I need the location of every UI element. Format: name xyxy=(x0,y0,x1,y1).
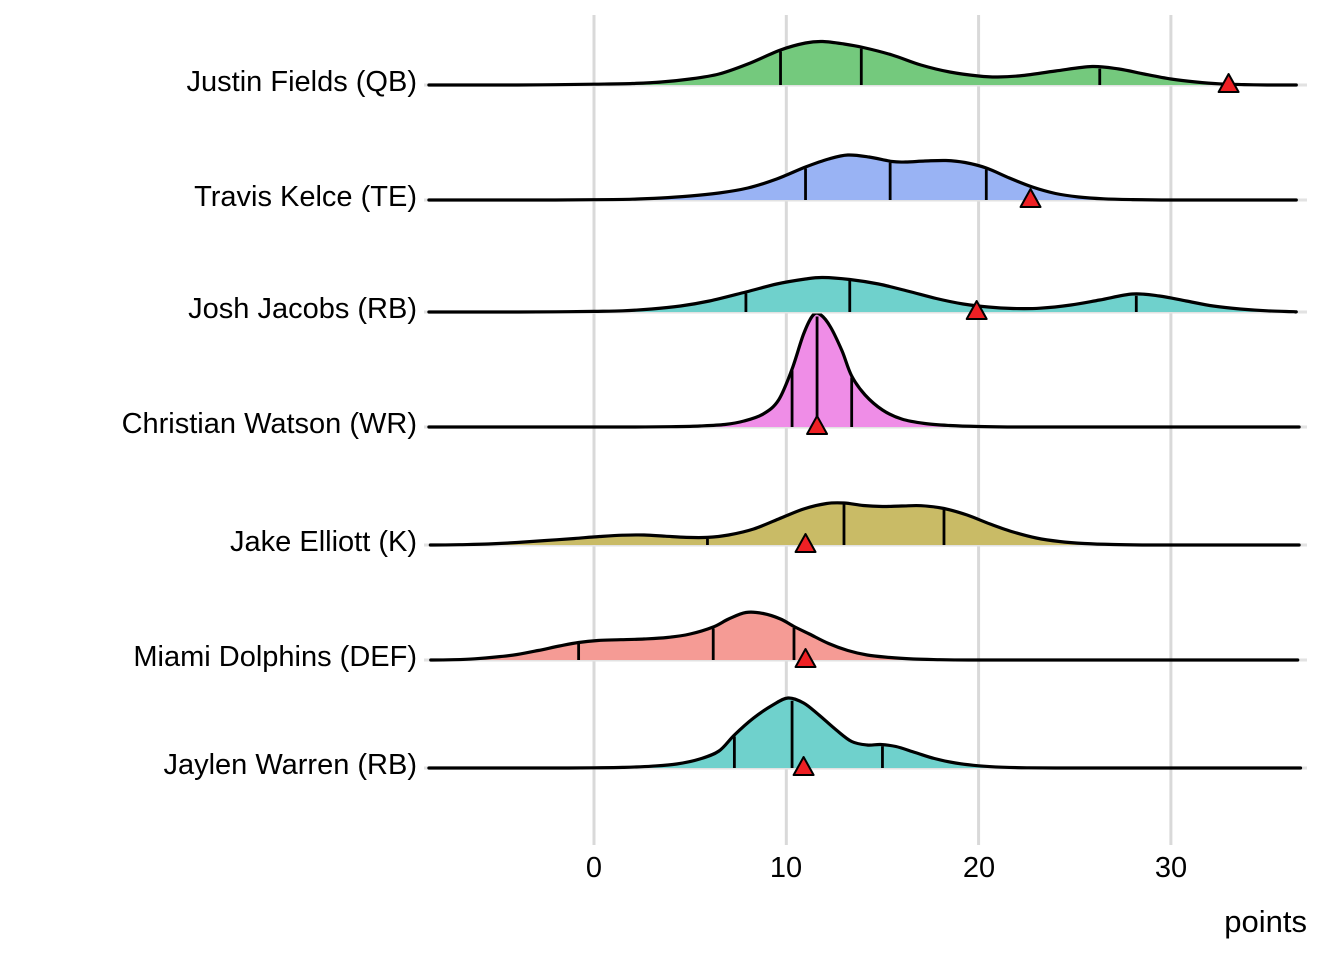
actual-point-marker xyxy=(806,415,829,435)
x-tick-label: 20 xyxy=(963,852,995,884)
density-curve xyxy=(429,610,1300,662)
density-curve xyxy=(427,275,1298,314)
actual-point-marker xyxy=(965,300,988,320)
density-row xyxy=(424,501,1307,553)
player-label: Miami Dolphins (DEF) xyxy=(133,641,417,673)
x-tick-label: 10 xyxy=(770,852,802,884)
actual-point-marker xyxy=(1217,73,1240,93)
density-row xyxy=(424,39,1307,93)
density-row xyxy=(424,311,1307,435)
actual-point-marker xyxy=(1019,188,1042,208)
player-label: Jaylen Warren (RB) xyxy=(163,749,417,781)
density-curve xyxy=(427,311,1301,429)
x-axis: 0 10 20 30 points xyxy=(586,852,1307,939)
player-label: Travis Kelce (TE) xyxy=(194,181,417,213)
density-row xyxy=(424,275,1307,320)
density-curve xyxy=(427,153,1298,202)
x-tick-label: 30 xyxy=(1155,852,1187,884)
player-label: Christian Watson (WR) xyxy=(122,408,417,440)
density-curve xyxy=(427,696,1303,770)
density-curve xyxy=(428,501,1301,547)
density-row xyxy=(424,610,1307,668)
actual-point-marker xyxy=(794,533,817,553)
player-label: Jake Elliott (K) xyxy=(230,526,417,558)
density-row xyxy=(424,696,1307,776)
density-row xyxy=(424,153,1307,208)
player-label: Justin Fields (QB) xyxy=(187,66,417,98)
player-label: Josh Jacobs (RB) xyxy=(188,293,417,325)
x-axis-label: points xyxy=(1224,904,1307,939)
x-tick-label: 0 xyxy=(586,852,602,884)
player-labels-layer: Justin Fields (QB) Travis Kelce (TE) Jos… xyxy=(122,66,417,781)
actual-point-marker xyxy=(792,756,815,776)
density-rows-layer xyxy=(424,39,1307,776)
actual-point-marker xyxy=(794,648,817,668)
gridlines-layer xyxy=(592,15,1173,845)
